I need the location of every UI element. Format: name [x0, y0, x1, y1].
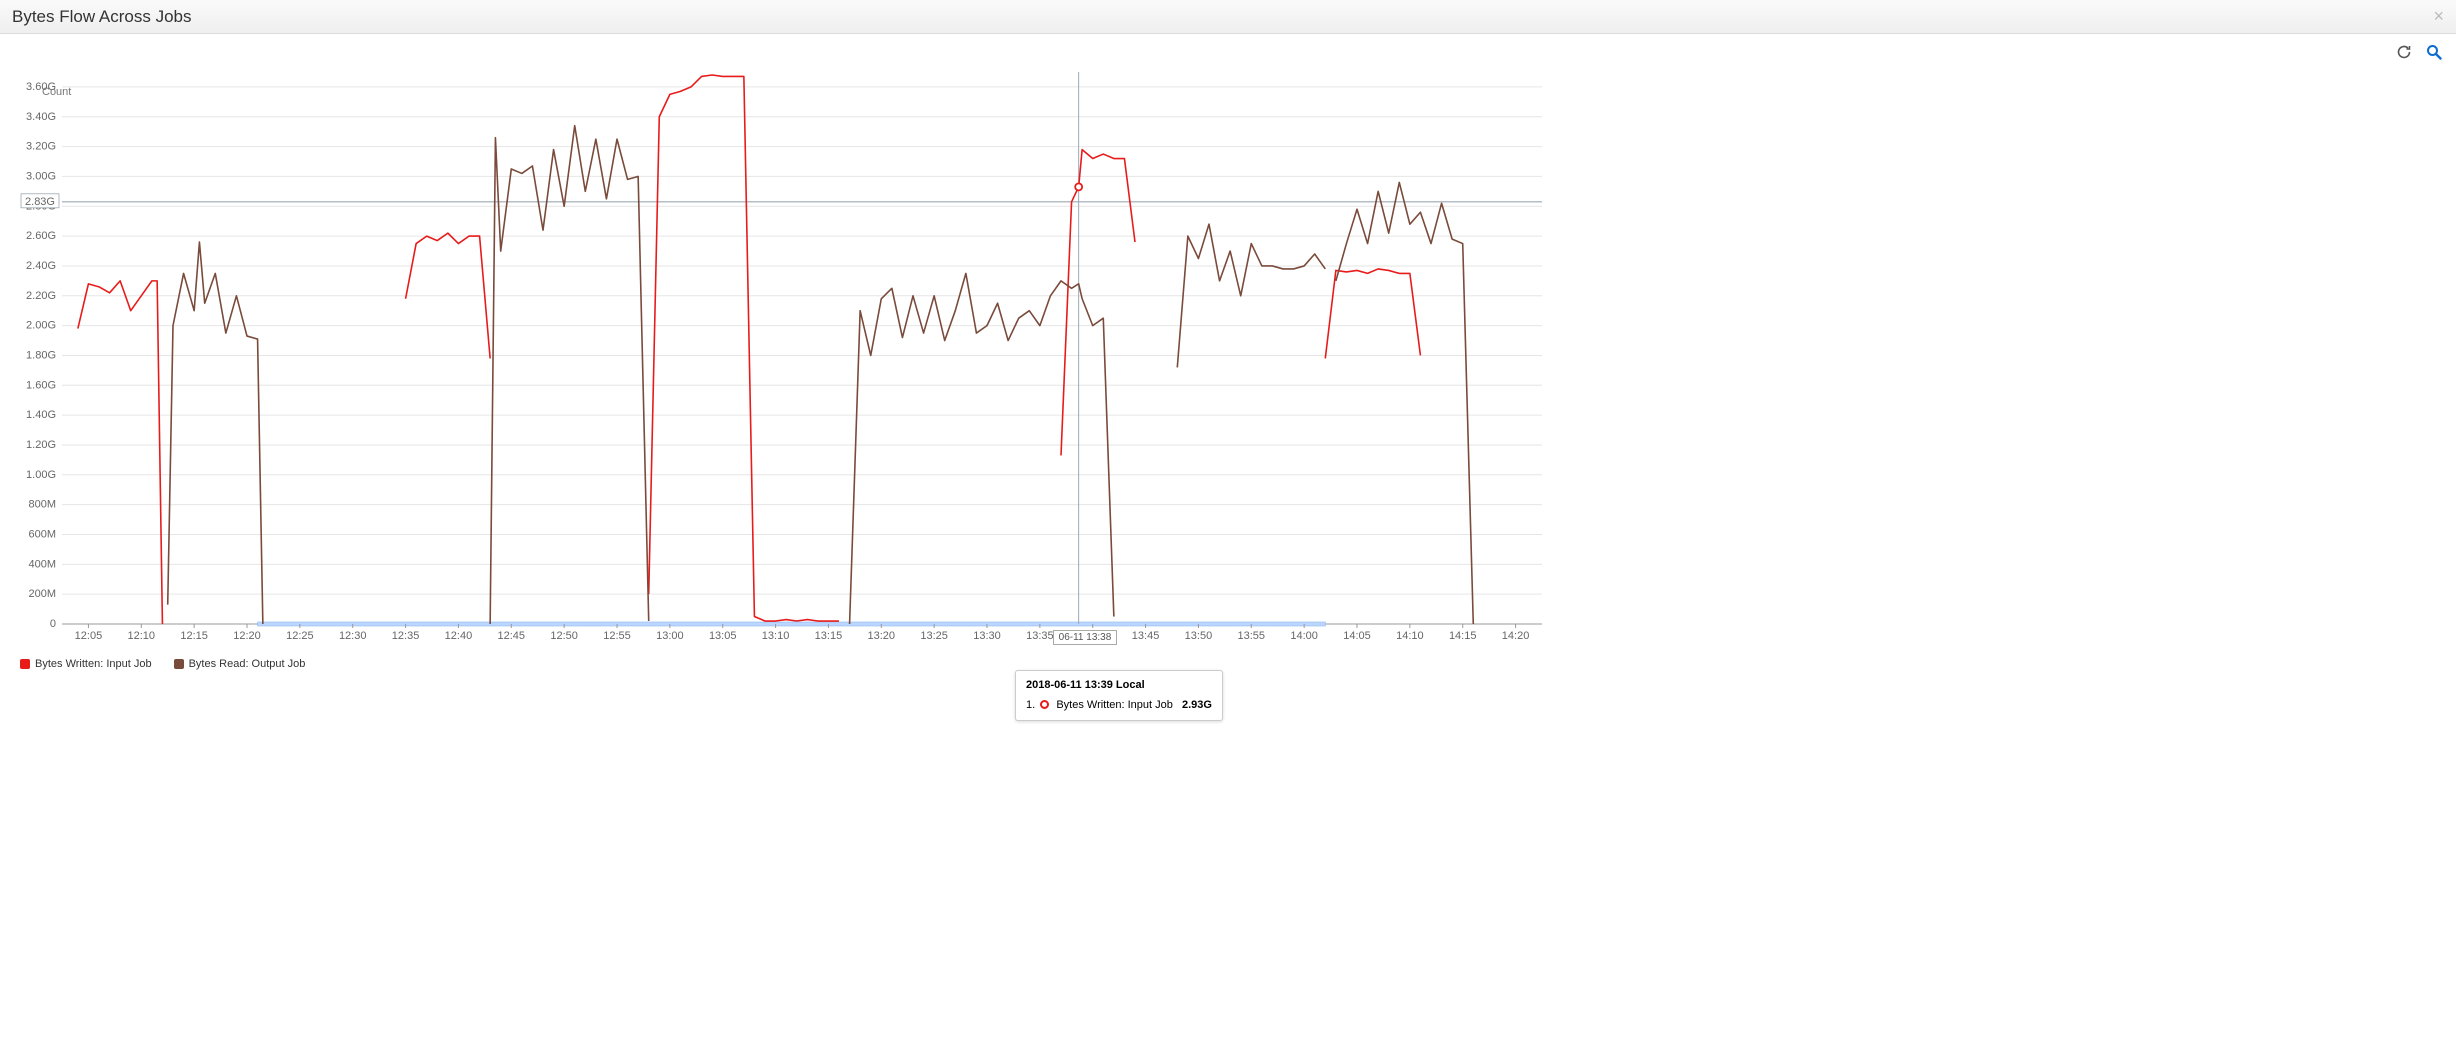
cursor-time-tag: 06-11 13:38 [1053, 630, 1118, 645]
svg-text:13:05: 13:05 [709, 630, 737, 642]
svg-text:12:45: 12:45 [498, 630, 526, 642]
svg-text:2.40G: 2.40G [26, 260, 56, 272]
svg-text:1.80G: 1.80G [26, 349, 56, 361]
svg-text:12:15: 12:15 [180, 630, 208, 642]
hover-tooltip: 2018-06-11 13:39 Local 1. Bytes Written:… [1015, 670, 1223, 721]
svg-text:12:50: 12:50 [550, 630, 578, 642]
chart-area: Count 0 200M 400M 600M 800M 1.00G 1.20G 1.40G 1.… [0, 34, 2456, 654]
panel-title: Bytes Flow Across Jobs [12, 7, 192, 27]
svg-text:600M: 600M [28, 528, 56, 540]
svg-text:12:55: 12:55 [603, 630, 631, 642]
legend-swatch [20, 659, 30, 669]
panel-header: Bytes Flow Across Jobs × [0, 0, 2456, 34]
svg-text:14:10: 14:10 [1396, 630, 1424, 642]
close-icon[interactable]: × [2433, 6, 2444, 27]
svg-text:13:45: 13:45 [1132, 630, 1160, 642]
chart-svg[interactable]: 0 200M 400M 600M 800M 1.00G 1.20G 1.40G 1.60G 1.8… [18, 56, 1550, 646]
svg-text:12:40: 12:40 [445, 630, 473, 642]
svg-text:1.00G: 1.00G [26, 469, 56, 481]
svg-text:13:25: 13:25 [920, 630, 948, 642]
tooltip-marker-icon [1040, 700, 1049, 709]
svg-text:2.60G: 2.60G [26, 230, 56, 242]
svg-text:12:05: 12:05 [75, 630, 103, 642]
svg-text:1.60G: 1.60G [26, 379, 56, 391]
svg-text:13:50: 13:50 [1185, 630, 1213, 642]
legend: Bytes Written: Input Job Bytes Read: Outp… [0, 654, 2456, 678]
svg-text:14:15: 14:15 [1449, 630, 1477, 642]
legend-item[interactable]: Bytes Written: Input Job [20, 658, 152, 670]
svg-text:12:20: 12:20 [233, 630, 261, 642]
tooltip-series-label: Bytes Written: Input Job [1056, 699, 1173, 711]
svg-text:1.20G: 1.20G [26, 439, 56, 451]
svg-text:13:15: 13:15 [815, 630, 843, 642]
legend-swatch [174, 659, 184, 669]
tooltip-value: 2.93G [1182, 699, 1212, 711]
svg-text:14:05: 14:05 [1343, 630, 1371, 642]
svg-text:13:35: 13:35 [1026, 630, 1054, 642]
svg-text:1.40G: 1.40G [26, 409, 56, 421]
svg-text:3.00G: 3.00G [26, 170, 56, 182]
svg-text:13:10: 13:10 [762, 630, 790, 642]
svg-text:12:10: 12:10 [128, 630, 156, 642]
svg-text:3.20G: 3.20G [26, 141, 56, 153]
svg-text:800M: 800M [28, 499, 56, 511]
legend-item[interactable]: Bytes Read: Output Job [174, 658, 306, 670]
svg-text:13:55: 13:55 [1238, 630, 1266, 642]
svg-text:13:00: 13:00 [656, 630, 684, 642]
svg-text:0: 0 [50, 618, 56, 630]
tooltip-row: 1. Bytes Written: Input Job 2.93G [1026, 697, 1212, 715]
svg-text:400M: 400M [28, 558, 56, 570]
svg-text:3.40G: 3.40G [26, 111, 56, 123]
y-axis-title: Count [42, 86, 71, 98]
svg-text:2.20G: 2.20G [26, 290, 56, 302]
svg-text:14:20: 14:20 [1502, 630, 1530, 642]
svg-text:12:25: 12:25 [286, 630, 314, 642]
svg-text:13:30: 13:30 [973, 630, 1001, 642]
svg-text:14:00: 14:00 [1290, 630, 1318, 642]
svg-text:12:30: 12:30 [339, 630, 367, 642]
svg-text:13:20: 13:20 [868, 630, 896, 642]
svg-text:2.00G: 2.00G [26, 320, 56, 332]
tooltip-header: 2018-06-11 13:39 Local [1026, 677, 1212, 695]
svg-text:200M: 200M [28, 588, 56, 600]
svg-text:12:35: 12:35 [392, 630, 420, 642]
svg-text:2.83G: 2.83G [25, 196, 55, 208]
tooltip-index: 1. [1026, 699, 1035, 711]
